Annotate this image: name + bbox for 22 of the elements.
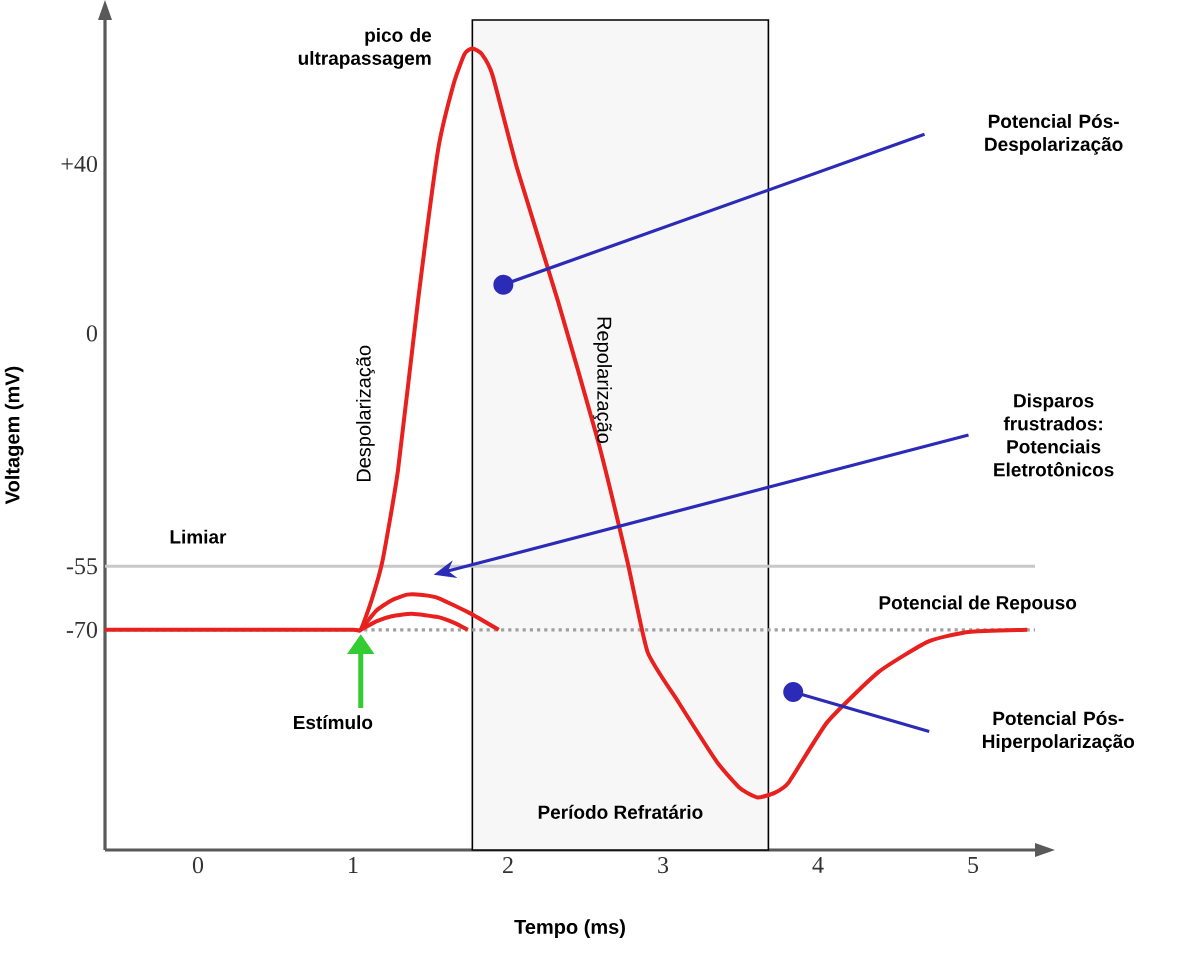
annotation: Estímulo [294, 715, 373, 730]
annotation: pico de ultrapassagem [298, 27, 432, 69]
x-axis-title: Tempo (ms) [514, 919, 625, 938]
y-tick-label: -70 [66, 621, 98, 638]
x-tick-label: 4 [812, 857, 824, 873]
x-tick-label: 0 [192, 857, 204, 874]
y-tick-label: 0 [86, 325, 98, 342]
annotation: Despolarização [356, 345, 375, 482]
x-tick-label: 5 [968, 857, 979, 873]
y-tick-label: +40 [61, 155, 98, 173]
annotation: Disparos frustrados: Potenciais Eletrotônicos [994, 393, 1114, 477]
ref-line-label: Potencial de Repouso [879, 595, 1077, 614]
x-tick-label: 1 [349, 857, 358, 873]
x-tick-label: 2 [503, 857, 513, 873]
y-axis-title: Voltagem (mV) [4, 366, 24, 505]
ref-line-label: Limiar [170, 529, 227, 544]
annotation: Potencial Pós-Hiperpolarização [982, 711, 1135, 752]
y-tick-label: -55 [66, 558, 98, 575]
band-label: Período Refratário [538, 804, 703, 819]
annotation: Repolarização [593, 317, 612, 444]
x-tick-label: 3 [658, 857, 669, 874]
annotation: Potencial Pós-Despolarização [985, 113, 1123, 155]
